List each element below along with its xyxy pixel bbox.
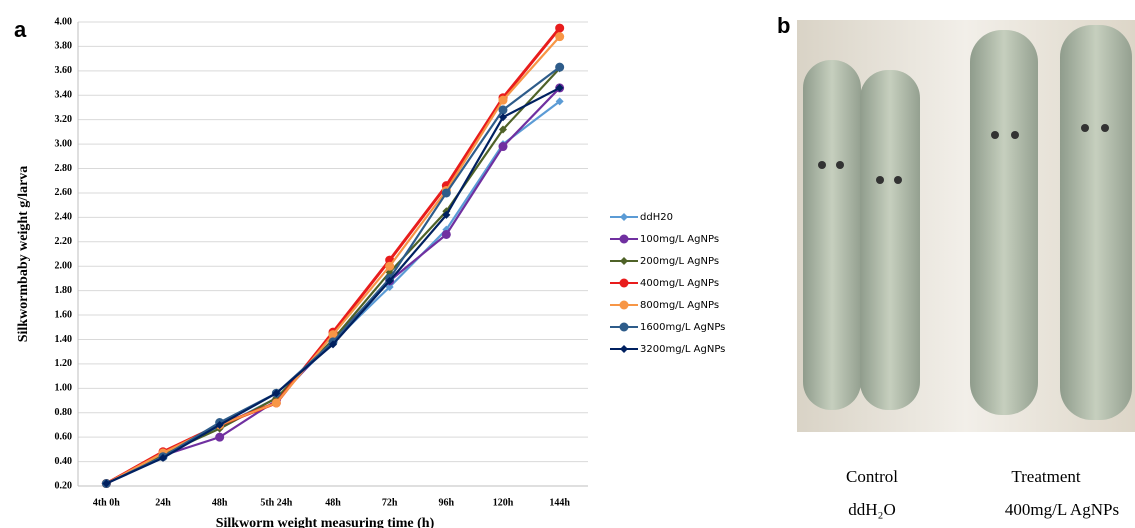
legend-label: 1600mg/L AgNPs [640, 322, 725, 333]
y-tick-label: 0.80 [55, 407, 73, 418]
data-point [498, 95, 508, 105]
y-tick-label: 3.00 [55, 138, 73, 149]
series-line [105, 35, 561, 485]
series-line [105, 100, 561, 485]
data-point [215, 432, 225, 442]
data-point [442, 210, 451, 219]
x-tick-label: 5th 24h [260, 497, 292, 508]
legend-label: 400mg/L AgNPs [640, 278, 719, 289]
x-tick-label: 4th 0h [93, 497, 120, 508]
data-point [385, 282, 394, 291]
legend-marker [619, 300, 629, 310]
data-point [498, 105, 508, 115]
x-tick-label: 24h [155, 497, 171, 508]
y-tick-label: 0.20 [55, 480, 73, 491]
data-point [499, 113, 507, 122]
y-tick-label: 3.40 [55, 90, 73, 101]
photo-caption: Control [846, 467, 898, 486]
data-point [159, 453, 167, 462]
data-point [272, 389, 281, 398]
panel-label: b [777, 13, 790, 38]
photo-caption: 400mg/L AgNPs [1005, 500, 1119, 519]
data-point [555, 83, 564, 92]
y-tick-label: 0.60 [55, 431, 73, 442]
legend-marker [620, 213, 628, 221]
x-tick-label: 96h [439, 497, 455, 508]
data-point [328, 330, 338, 340]
legend-label: 3200mg/L AgNPs [640, 344, 725, 355]
legend-label: 200mg/L AgNPs [640, 256, 719, 267]
x-tick-label: 144h [549, 497, 570, 508]
data-point [215, 420, 224, 429]
data-point [385, 276, 394, 285]
photo-caption: ddH₂O [848, 500, 895, 519]
y-tick-label: 2.60 [55, 187, 73, 198]
y-tick-label: 4.00 [55, 16, 73, 27]
data-point [271, 398, 281, 408]
data-point [385, 261, 395, 271]
y-tick-label: 3.20 [55, 114, 73, 125]
series-line [105, 27, 561, 485]
y-tick-label: 0.40 [55, 456, 73, 467]
data-point [441, 188, 451, 198]
data-point [555, 97, 564, 106]
legend-marker [619, 278, 629, 288]
y-tick-label: 1.00 [55, 383, 73, 394]
legend-label: 100mg/L AgNPs [640, 234, 719, 245]
y-tick-label: 3.60 [55, 65, 73, 76]
y-tick-label: 2.20 [55, 236, 73, 247]
y-tick-label: 2.00 [55, 261, 73, 272]
legend-marker [620, 257, 628, 265]
photo [797, 20, 1135, 432]
series-line [105, 66, 561, 485]
data-point [555, 32, 565, 42]
data-point [498, 142, 508, 152]
x-tick-label: 48h [325, 497, 341, 508]
legend-marker [619, 234, 629, 244]
photo-caption: Treatment [1011, 467, 1081, 486]
y-tick-label: 1.60 [55, 309, 73, 320]
legend-marker [620, 345, 628, 353]
y-tick-label: 3.80 [55, 41, 73, 52]
data-point [555, 23, 565, 33]
x-tick-label: 72h [382, 497, 398, 508]
y-tick-label: 2.40 [55, 212, 73, 223]
data-point [499, 125, 507, 134]
y-tick-label: 2.80 [55, 163, 73, 174]
panel-label: a [14, 17, 27, 42]
data-point [329, 340, 337, 349]
x-tick-label: 48h [212, 497, 228, 508]
data-point [555, 62, 565, 72]
legend-marker [619, 322, 629, 332]
x-axis-label: Silkworm weight measuring time (h) [216, 516, 435, 528]
y-tick-label: 1.20 [55, 358, 73, 369]
legend-label: ddH20 [640, 212, 673, 223]
y-tick-label: 1.40 [55, 334, 73, 345]
y-axis-label: Silkwormbaby weight g/larva [16, 166, 31, 343]
data-point [102, 479, 111, 488]
data-point [441, 229, 451, 239]
series-line [105, 67, 561, 485]
x-tick-label: 120h [493, 497, 514, 508]
legend-label: 800mg/L AgNPs [640, 300, 719, 311]
y-tick-label: 1.80 [55, 285, 73, 296]
